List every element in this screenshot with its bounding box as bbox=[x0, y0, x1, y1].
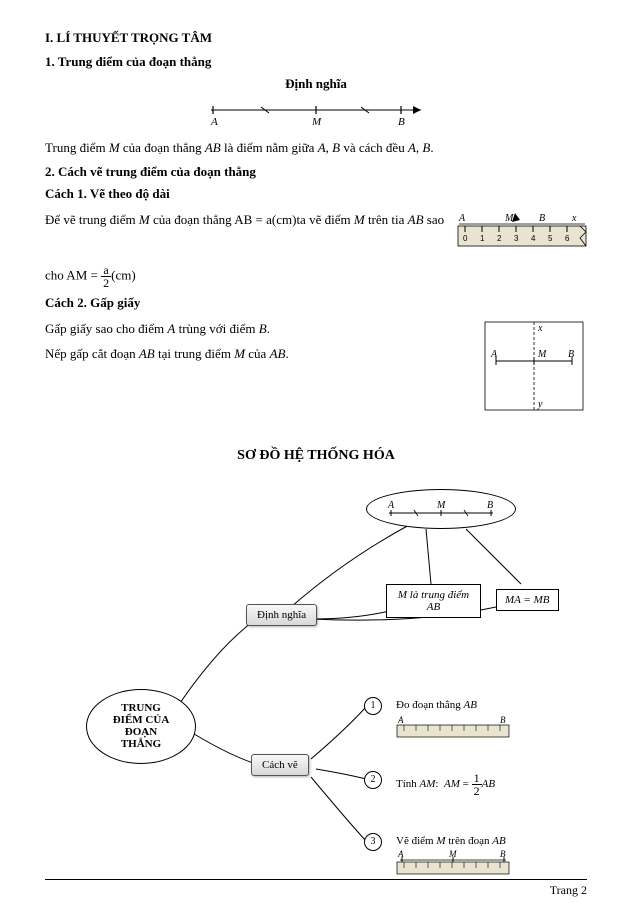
segment-svg: A M B bbox=[201, 100, 431, 128]
heading-1: 1. Trung điểm của đoạn thẳng bbox=[45, 54, 587, 70]
cach1-line2: cho AM = a2(cm) bbox=[45, 264, 587, 289]
cach1-title: Cách 1. Vẽ theo độ dài bbox=[45, 186, 587, 202]
c1ab: AB bbox=[408, 212, 424, 227]
svg-text:B: B bbox=[500, 715, 506, 725]
b1: B bbox=[332, 140, 340, 155]
c2ab: AB bbox=[139, 346, 155, 361]
frac-num: a bbox=[101, 264, 111, 277]
ab1: AB bbox=[205, 140, 221, 155]
box2-t: MA = MB bbox=[505, 594, 550, 606]
svg-text:A: A bbox=[387, 500, 395, 511]
t3: là điểm nằm giữa bbox=[221, 140, 318, 155]
ruler-step1: A B bbox=[396, 715, 511, 739]
page-footer: Trang 2 bbox=[45, 879, 587, 898]
node-center-text: TRUNGĐIỂM CỦAĐOẠNTHẲNG bbox=[113, 702, 170, 750]
mindmap: TRUNGĐIỂM CỦAĐOẠNTHẲNG A M B Định nghĩa … bbox=[46, 479, 586, 869]
svg-text:A: A bbox=[490, 349, 498, 360]
node-step1-text: Đo đoạn thẳng AB bbox=[396, 699, 477, 711]
fold-svg: A M B x y bbox=[482, 319, 587, 414]
node-step2-text: Tính AM: AM = 12AB bbox=[396, 772, 495, 797]
c2l2t3: của bbox=[245, 346, 270, 361]
svg-text:B: B bbox=[539, 213, 545, 224]
node-cachve: Cách vẽ bbox=[251, 754, 309, 776]
frac: a2 bbox=[101, 264, 111, 289]
svg-text:x: x bbox=[537, 323, 543, 334]
svg-text:M: M bbox=[504, 213, 514, 224]
cach2-title: Cách 2. Gấp giấy bbox=[45, 295, 587, 311]
t2: của đoạn thẳng bbox=[120, 140, 205, 155]
ruler-svg: A M B x 0 1 2 3 4 5 6 bbox=[457, 212, 587, 250]
svg-text:4: 4 bbox=[531, 234, 536, 243]
b2: B bbox=[422, 140, 430, 155]
node-def: Định nghĩa bbox=[246, 604, 317, 626]
seg-label-b: B bbox=[398, 116, 405, 128]
svg-text:x: x bbox=[571, 213, 577, 224]
c1t3: cm bbox=[276, 212, 292, 227]
fold-diagram: A M B x y bbox=[482, 319, 587, 418]
seg-label-m: M bbox=[311, 116, 322, 128]
c2l1t1: Gấp giấy sao cho điểm bbox=[45, 321, 167, 336]
c1t5: trên tia bbox=[365, 212, 408, 227]
mindmap-title: SƠ ĐỒ HỆ THỐNG HÓA bbox=[45, 448, 587, 464]
c2l1t2: trùng với điểm bbox=[175, 321, 258, 336]
c1t1: Để vẽ trung điểm bbox=[45, 212, 139, 227]
node-step2-circle: 2 bbox=[364, 771, 382, 789]
c1t2: của đoạn thẳng AB = a bbox=[150, 212, 272, 227]
node-top-ellipse: A M B bbox=[366, 489, 516, 529]
svg-text:5: 5 bbox=[548, 234, 553, 243]
a2: A bbox=[408, 140, 416, 155]
svg-text:3: 3 bbox=[514, 234, 519, 243]
c1l2t2: cm bbox=[115, 267, 131, 282]
frac-den: 2 bbox=[101, 277, 111, 289]
top-ellipse-seg: A M B bbox=[381, 499, 501, 519]
a1: A bbox=[318, 140, 326, 155]
def-label: Định nghĩa bbox=[45, 76, 587, 92]
svg-text:0: 0 bbox=[463, 234, 468, 243]
c1t6: sao bbox=[424, 212, 445, 227]
box1-l2: AB bbox=[427, 601, 440, 613]
c1l2t1: cho AM = bbox=[45, 267, 101, 282]
seg-label-a: A bbox=[210, 116, 218, 128]
svg-text:1: 1 bbox=[480, 234, 485, 243]
node-step3-circle: 3 bbox=[364, 833, 382, 851]
svg-text:M: M bbox=[436, 500, 446, 511]
definition-text: Trung điểm M của đoạn thẳng AB là điểm n… bbox=[45, 138, 587, 158]
svg-text:B: B bbox=[500, 849, 506, 859]
m1: M bbox=[109, 140, 120, 155]
svg-text:A: A bbox=[397, 715, 404, 725]
box1-l1: M là trung điểm bbox=[398, 589, 469, 601]
c2m: M bbox=[234, 346, 245, 361]
node-step1-circle: 1 bbox=[364, 697, 382, 715]
svg-text:y: y bbox=[537, 399, 543, 410]
svg-text:2: 2 bbox=[497, 234, 502, 243]
c2ab2: AB bbox=[270, 346, 286, 361]
svg-text:B: B bbox=[487, 500, 493, 511]
mindmap-section: SƠ ĐỒ HỆ THỐNG HÓA TRUNGĐIỂM CỦAĐOẠNTH bbox=[45, 448, 587, 869]
ruler-step3: A M B bbox=[396, 849, 511, 875]
mindmap-lines bbox=[46, 479, 586, 869]
c2l2t1: Nếp gấp cắt đoạn bbox=[45, 346, 139, 361]
heading-main: I. LÍ THUYẾT TRỌNG TÂM bbox=[45, 30, 587, 46]
svg-text:A: A bbox=[397, 849, 404, 859]
svg-text:B: B bbox=[568, 349, 574, 360]
c1m2: M bbox=[354, 212, 365, 227]
svg-text:A: A bbox=[458, 213, 466, 224]
heading-2: 2. Cách vẽ trung điểm của đoạn thẳng bbox=[45, 164, 587, 180]
svg-text:M: M bbox=[537, 349, 547, 360]
svg-text:6: 6 bbox=[565, 234, 570, 243]
node-step3-text: Vẽ điểm M trên đoạn AB bbox=[396, 835, 506, 847]
node-center: TRUNGĐIỂM CỦAĐOẠNTHẲNG bbox=[86, 689, 196, 764]
c1t4: ta vẽ điểm bbox=[296, 212, 353, 227]
node-box2: MA = MB bbox=[496, 589, 559, 611]
ruler-diagram: A M B x 0 1 2 3 4 5 6 bbox=[457, 212, 587, 254]
c2b: B bbox=[259, 321, 267, 336]
t1: Trung điểm bbox=[45, 140, 109, 155]
segment-diagram: A M B bbox=[186, 100, 446, 128]
c2l2t2: tại trung điểm bbox=[155, 346, 234, 361]
c1m: M bbox=[139, 212, 150, 227]
t4: và cách đều bbox=[340, 140, 408, 155]
node-box1: M là trung điểm AB bbox=[386, 584, 481, 618]
